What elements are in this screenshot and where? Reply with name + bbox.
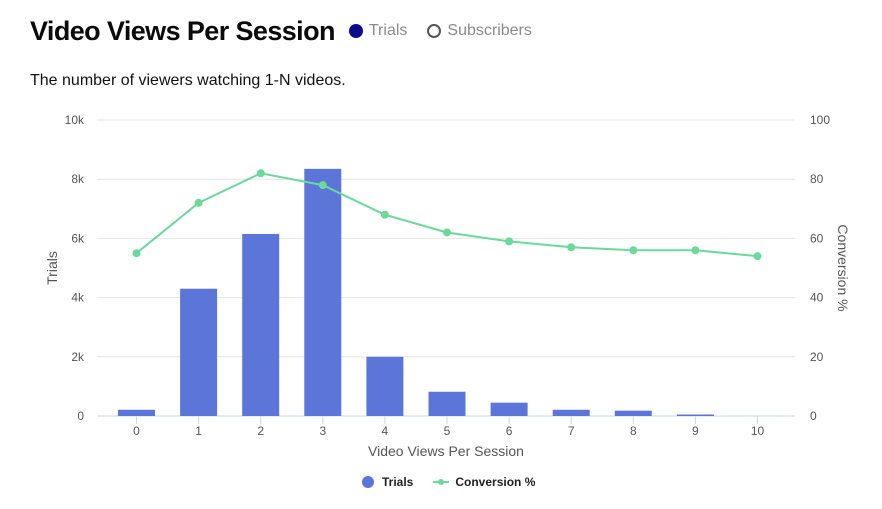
legend-item-conversion[interactable]: Conversion % [433,475,535,489]
bar[interactable] [180,288,218,416]
toggle-trials-label: Trials [368,22,408,39]
x-tick-label: 10 [751,424,765,438]
line-point[interactable] [629,246,638,255]
legend-trials-label: Trials [382,475,414,489]
line-point[interactable] [567,243,576,252]
bar[interactable] [304,168,342,416]
x-axis-title: Video Views Per Session [368,443,524,459]
y2-tick-label: 20 [810,350,824,364]
chart-header: Video Views Per Session Trials Subscribe… [30,12,552,50]
y-axis-title: Trials [44,251,60,285]
y2-tick-label: 80 [810,172,824,186]
bar[interactable] [552,409,590,416]
line-point[interactable] [194,198,203,207]
x-tick-label: 3 [319,424,326,438]
x-tick-label: 9 [692,424,699,438]
x-tick-label: 4 [382,424,389,438]
bar[interactable] [428,391,466,416]
y2-tick-label: 0 [810,409,817,423]
x-tick-label: 5 [444,424,451,438]
line-point[interactable] [753,252,762,261]
legend-item-trials[interactable]: Trials [362,475,413,489]
y-tick-label: 4k [71,291,85,305]
x-tick-label: 7 [568,424,575,438]
toggle-subscribers-label: Subscribers [447,22,532,39]
legend-conversion-label: Conversion % [455,475,536,489]
x-tick-label: 2 [257,424,264,438]
y2-tick-label: 40 [810,291,824,305]
chart-title: Video Views Per Session [30,15,335,46]
line-swatch-icon [433,479,450,485]
y-tick-label: 10k [65,113,85,127]
chart-subtitle: The number of viewers watching 1-N video… [30,72,346,89]
y-tick-label: 8k [71,172,85,186]
line-point[interactable] [443,228,451,237]
x-tick-label: 8 [630,424,637,438]
line-point[interactable] [380,210,389,219]
bar[interactable] [614,410,652,416]
bar-swatch-icon [362,476,374,488]
filled-circle-icon [348,24,363,38]
toggle-trials[interactable]: Trials [348,22,408,40]
chart-legend: Trials Conversion % [362,475,555,489]
bar[interactable] [366,356,404,416]
bar[interactable] [676,414,714,416]
y2-tick-label: 100 [810,113,830,127]
y-tick-label: 2k [71,350,85,364]
bar[interactable] [118,409,155,416]
y-tick-label: 6k [71,231,85,245]
bar[interactable] [490,402,528,416]
bar[interactable] [242,233,280,416]
y2-tick-label: 60 [810,231,824,245]
y-tick-label: 0 [77,409,84,423]
x-tick-label: 1 [195,424,202,438]
toggle-subscribers[interactable]: Subscribers [427,22,532,40]
line-point[interactable] [318,181,327,190]
x-tick-label: 6 [506,424,513,438]
line-point[interactable] [256,169,265,178]
empty-circle-icon [427,24,442,38]
y2-axis-title: Conversion % [835,224,851,311]
line-point[interactable] [691,246,700,255]
line-point[interactable] [505,237,514,246]
line-point[interactable] [132,249,141,258]
conversion-line [135,172,758,258]
x-tick-label: 0 [133,424,140,438]
